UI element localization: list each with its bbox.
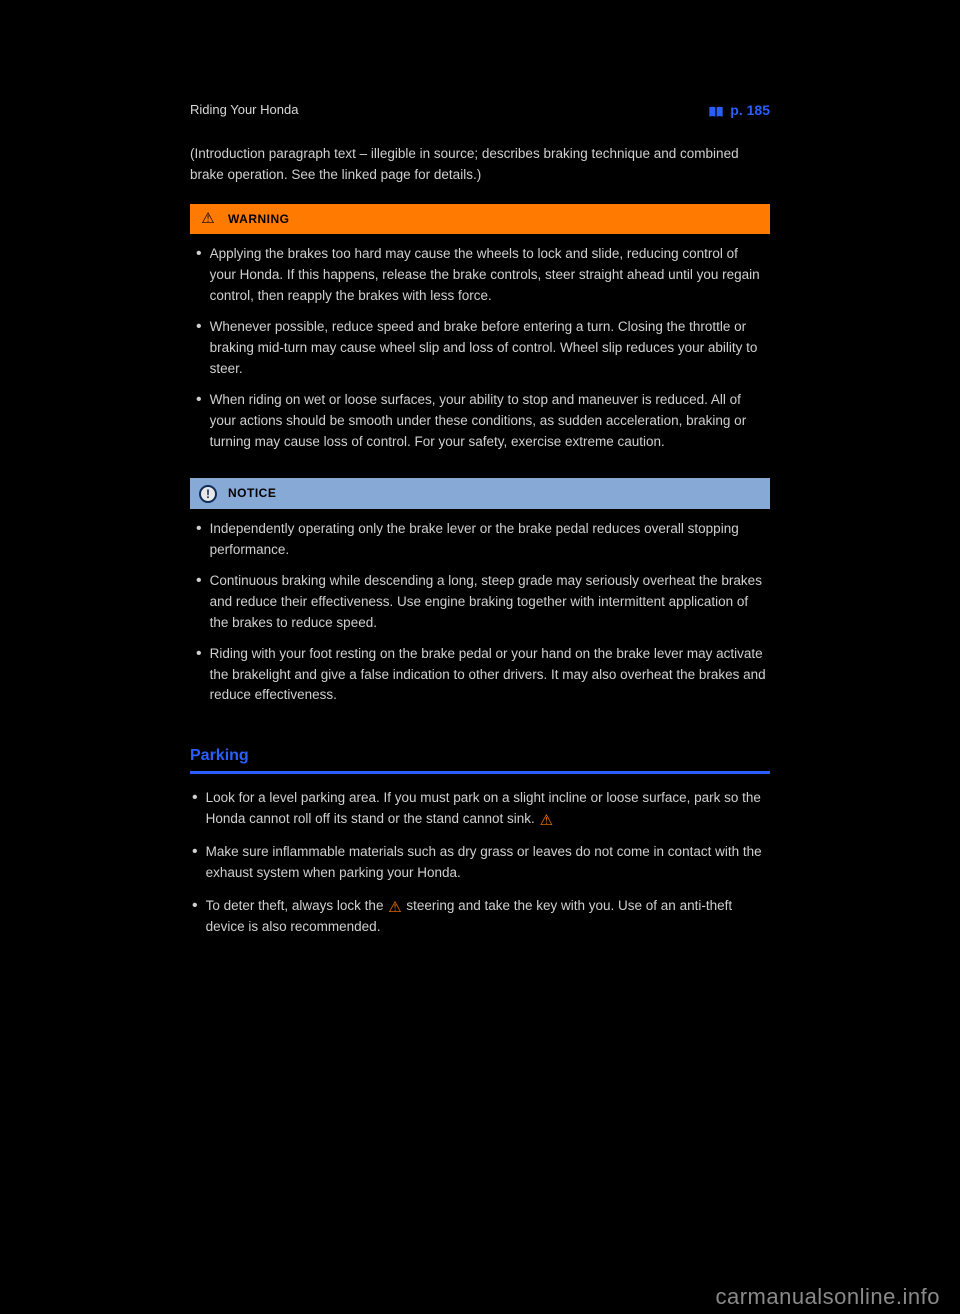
watermark-text: carmanualsonline.info [0,1280,960,1314]
warning-body: •Applying the brakes too hard may cause … [190,236,770,464]
warning-callout: ⚠ WARNING •Applying the brakes too hard … [190,204,770,465]
page-header: Riding Your Honda p. 185 [190,100,770,122]
book-icon [708,104,724,118]
notice-circle-icon: ! [198,485,218,503]
parking-heading: Parking [190,744,770,774]
list-item: •Continuous braking while descending a l… [196,571,766,634]
list-item: •When riding on wet or loose surfaces, y… [196,390,766,453]
warning-header: ⚠ WARNING [190,204,770,237]
list-item: •Applying the brakes too hard may cause … [196,244,766,307]
list-item: •Whenever possible, reduce speed and bra… [196,317,766,380]
page-reference-link[interactable]: p. 185 [708,100,770,122]
list-item: •Independently operating only the brake … [196,519,766,561]
notice-label: NOTICE [228,484,276,503]
notice-list: •Independently operating only the brake … [194,519,766,706]
list-item: • Make sure inflammable materials such a… [192,842,770,884]
manual-page: Riding Your Honda p. 185 (Introduction p… [0,0,960,990]
warning-label: WARNING [228,210,290,229]
caution-triangle-icon: ⚠ [540,813,553,828]
parking-list: • Look for a level parking area. If you … [190,788,770,938]
notice-body: •Independently operating only the brake … [190,511,770,718]
warning-list: •Applying the brakes too hard may cause … [194,244,766,452]
caution-triangle-icon: ⚠ [388,900,401,915]
list-item: • To deter theft, always lock the ⚠ stee… [192,896,770,938]
notice-callout: ! NOTICE •Independently operating only t… [190,478,770,718]
list-item: • Look for a level parking area. If you … [192,788,770,830]
page-reference-label: p. 185 [730,100,770,122]
intro-paragraph: (Introduction paragraph text – illegible… [190,144,770,186]
chapter-title: Riding Your Honda [190,100,298,120]
list-item: •Riding with your foot resting on the br… [196,644,766,707]
notice-header: ! NOTICE [190,478,770,511]
warning-triangle-icon: ⚠ [198,210,218,228]
